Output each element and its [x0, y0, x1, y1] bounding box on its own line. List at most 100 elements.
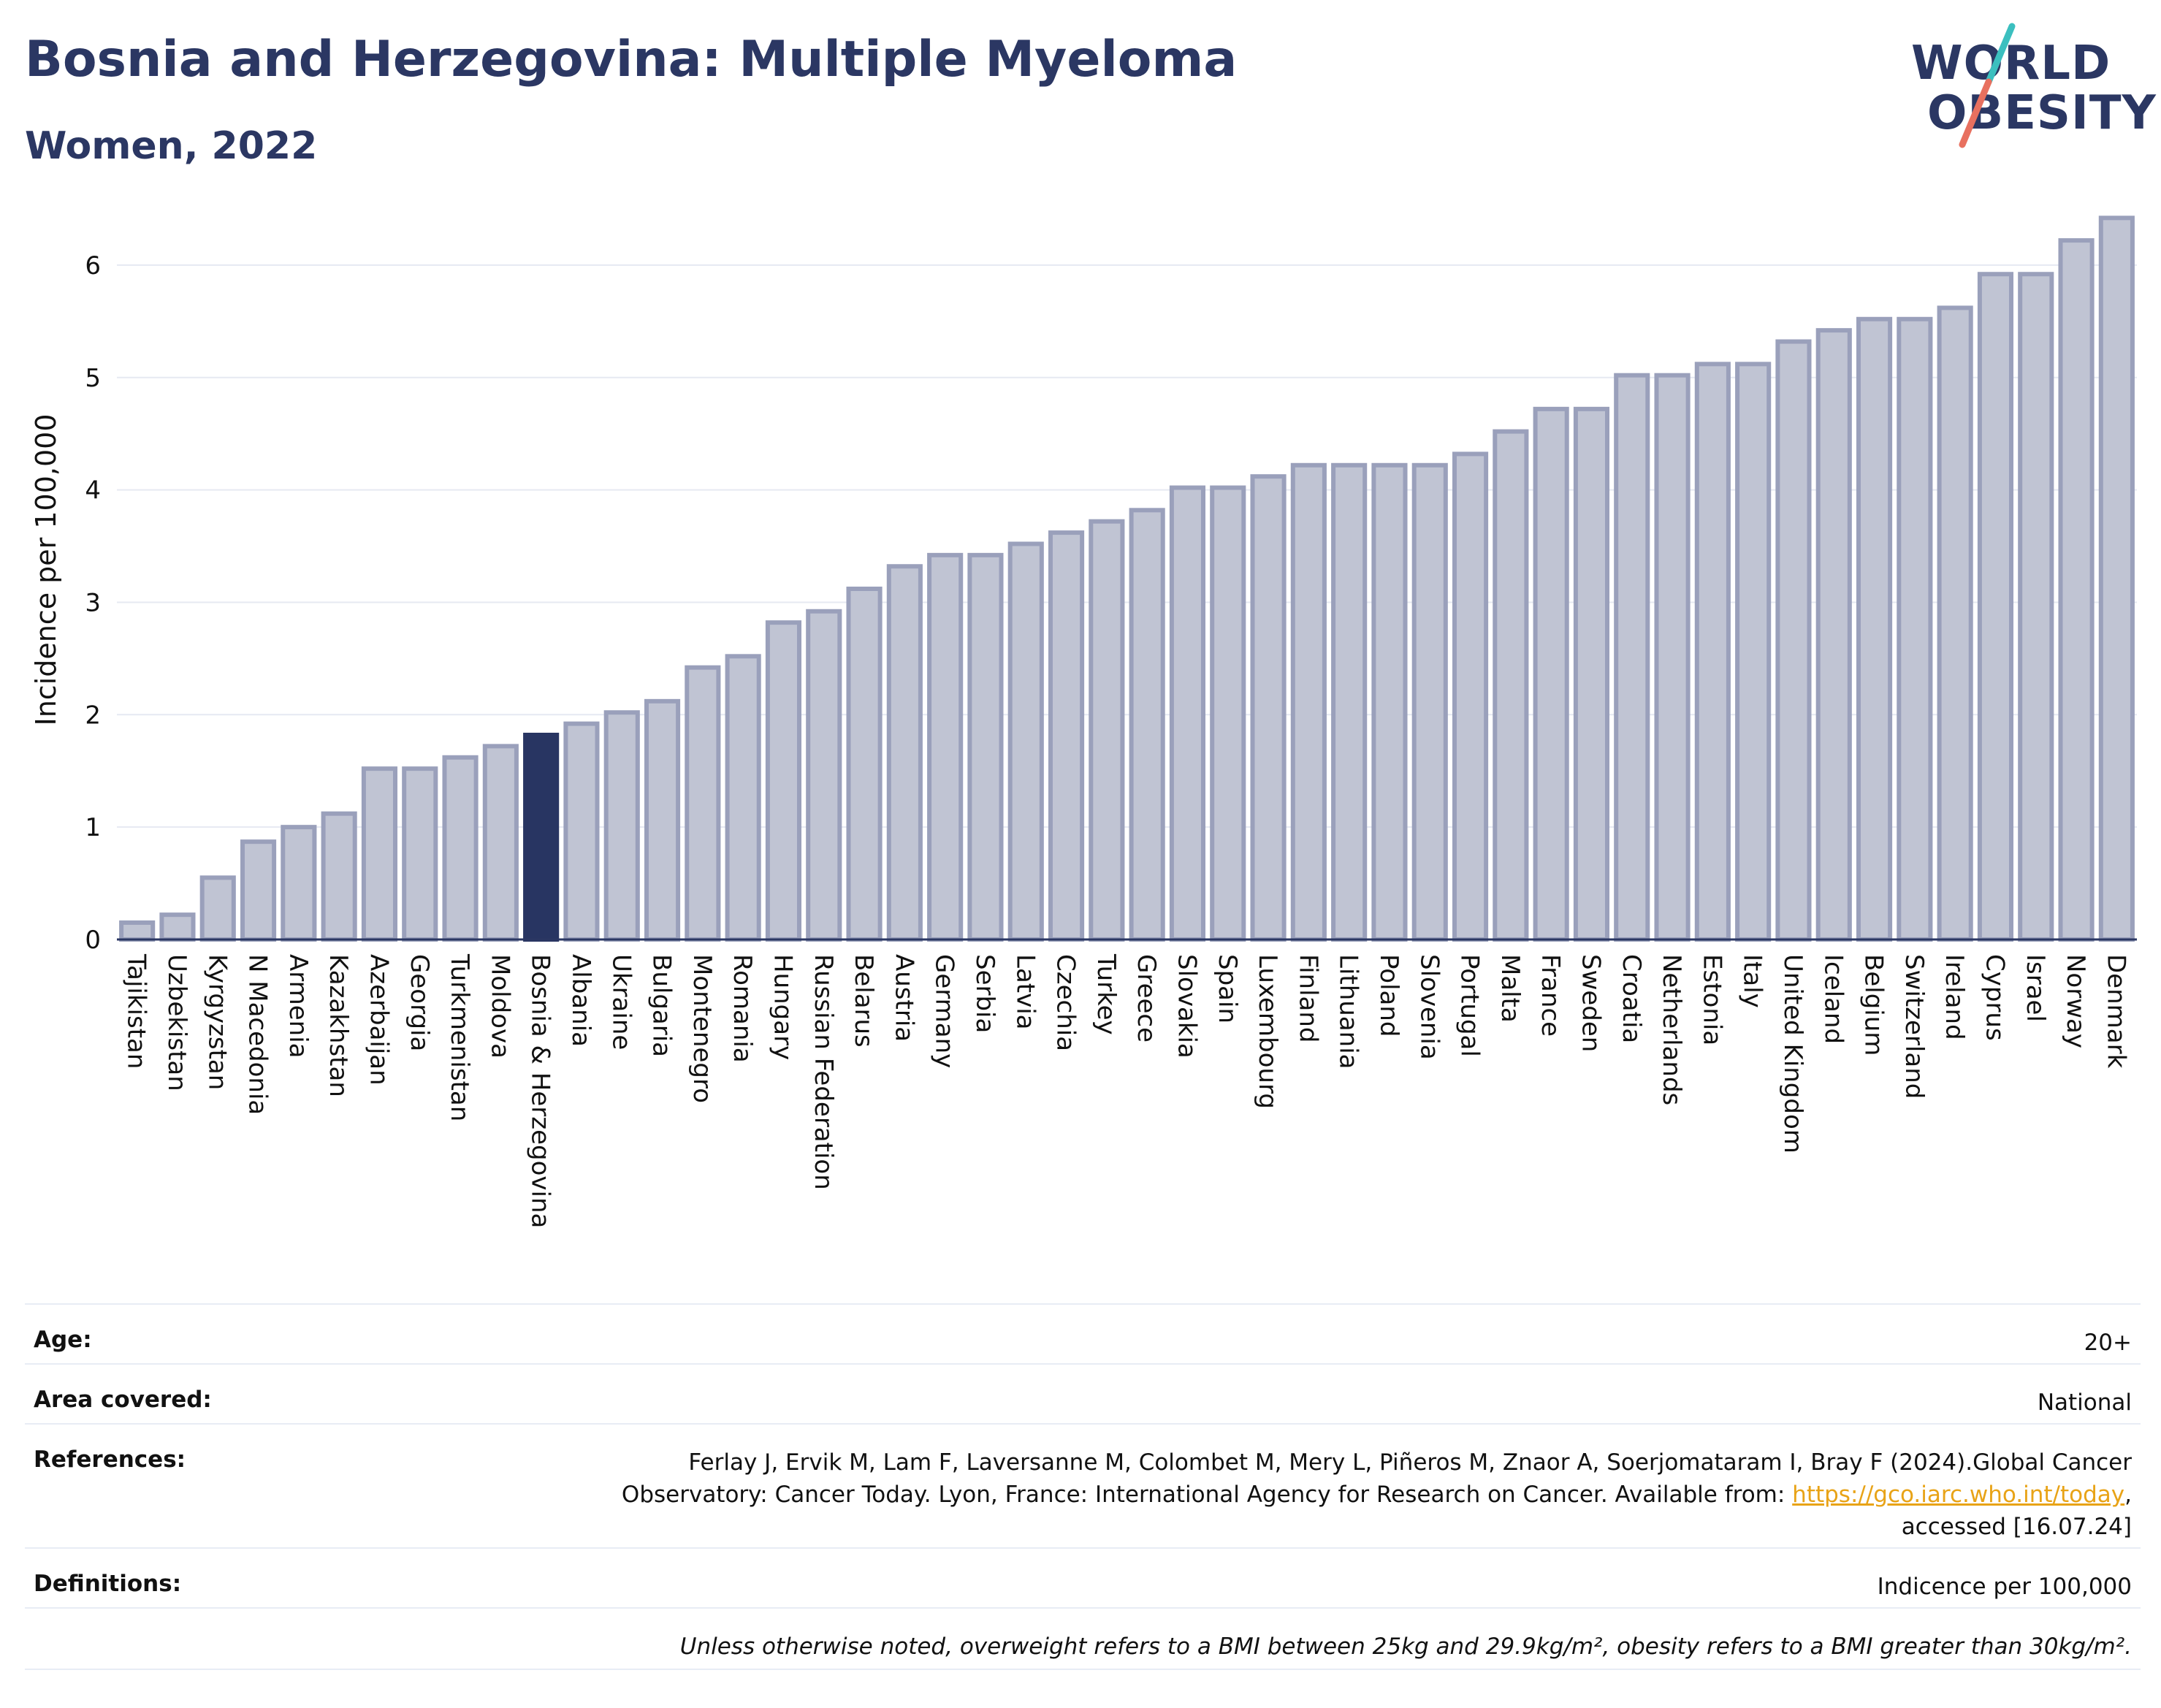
x-tick-label: Armenia — [283, 954, 313, 1059]
bar-spain — [1210, 485, 1246, 942]
bar-estonia — [1694, 362, 1731, 942]
bar-czechia — [1048, 530, 1085, 942]
y-axis-label: Incidence per 100,000 — [30, 413, 62, 725]
bar-latvia — [1007, 541, 1044, 942]
x-tick-label: Iceland — [1818, 954, 1848, 1044]
bar-italy — [1735, 362, 1772, 942]
page-title: Bosnia and Herzegovina: Multiple Myeloma — [25, 31, 1238, 88]
x-tick-label: Austria — [889, 954, 918, 1042]
logo-slash-icon — [1959, 23, 2016, 148]
x-tick-label: Bosnia & Herzegovina — [526, 954, 555, 1228]
y-tick-label: 2 — [85, 701, 101, 730]
reference-link[interactable]: https://gco.iarc.who.int/today — [1792, 1482, 2125, 1508]
bar-albania — [563, 721, 600, 942]
x-tick-label: Uzbekistan — [162, 954, 191, 1091]
x-tick-label: Sweden — [1576, 954, 1605, 1052]
bar-slovenia — [1411, 462, 1448, 942]
bar-tajikistan — [119, 920, 156, 942]
bar-belarus — [846, 587, 883, 942]
bar-lithuania — [1331, 462, 1368, 942]
age-row: Age: 20+ — [25, 1303, 2141, 1365]
x-tick-label: Belarus — [849, 954, 878, 1048]
bar-greece — [1129, 508, 1165, 942]
x-tick-label: Netherlands — [1657, 954, 1686, 1105]
bar-armenia — [281, 825, 317, 942]
reference-line-3: accessed [16.07.24] — [1901, 1514, 2132, 1540]
x-tick-label: Hungary — [768, 954, 797, 1060]
bar-belgium — [1856, 316, 1893, 942]
bar-moldova — [482, 744, 519, 942]
x-tick-label: Ireland — [1940, 954, 1969, 1040]
x-tick-label: Spain — [1213, 954, 1242, 1023]
x-tick-label: Italy — [1738, 954, 1767, 1008]
bar-kazakhstan — [321, 811, 357, 942]
bar-azerbaijan — [361, 766, 398, 942]
y-tick-label: 0 — [85, 926, 101, 955]
reference-line-2: Observatory: Cancer Today. Lyon, France:… — [622, 1479, 2132, 1511]
bar-serbia — [967, 552, 1004, 942]
bar-uzbekistan — [159, 912, 196, 942]
y-tick-label: 6 — [85, 251, 101, 281]
bar-denmark — [2098, 216, 2135, 942]
x-tick-label: Kyrgyzstan — [202, 954, 232, 1090]
x-tick-label: Greece — [1132, 954, 1161, 1042]
bar-france — [1533, 406, 1569, 942]
x-tick-label: Kazakhstan — [324, 954, 353, 1097]
age-value: 20+ — [2084, 1330, 2132, 1356]
definitions-row: Definitions: Indicence per 100,000 — [25, 1547, 2141, 1609]
x-tick-label: N Macedonia — [243, 954, 272, 1115]
references-label: References: — [34, 1446, 186, 1473]
x-tick-label: France — [1536, 954, 1565, 1037]
x-tick-label: Tajikistan — [122, 953, 151, 1069]
x-tick-label: Moldova — [485, 954, 514, 1059]
x-tick-label: Israel — [2021, 954, 2050, 1022]
bar-montenegro — [685, 665, 721, 942]
x-tick-label: Romania — [728, 954, 757, 1063]
y-tick-label: 3 — [85, 588, 101, 617]
bar-portugal — [1452, 451, 1489, 942]
bar-russian-federation — [806, 609, 842, 942]
x-tick-label: Germany — [930, 954, 959, 1068]
bar-ukraine — [603, 710, 640, 942]
bar-chart: 0 1 2 3 4 5 6 Tajikistan Uzbekistan Kyrgyzstan N … — [30, 216, 2137, 1228]
note-row: Unless otherwise noted, overweight refer… — [25, 1607, 2141, 1670]
bar-finland — [1290, 462, 1327, 942]
reference-line-1: Ferlay J, Ervik M, Lam F, Laversanne M, … — [688, 1449, 2132, 1476]
reference-line-2-end: , — [2124, 1482, 2132, 1508]
x-tick-label: Croatia — [1617, 954, 1646, 1043]
bar-united-kingdom — [1775, 339, 1812, 942]
x-tick-label: Switzerland — [1899, 954, 1929, 1099]
bar-croatia — [1614, 373, 1650, 942]
area-row: Area covered: National — [25, 1363, 2141, 1425]
y-tick-label: 5 — [85, 364, 101, 393]
bar-romania — [725, 654, 761, 942]
definitions-value: Indicence per 100,000 — [1877, 1574, 2132, 1600]
bar-luxembourg — [1250, 474, 1287, 942]
bar-poland — [1371, 462, 1408, 942]
x-tick-label: Bulgaria — [647, 954, 676, 1057]
x-tick-label: Norway — [2061, 954, 2090, 1048]
bar-norway — [2058, 238, 2095, 942]
x-tick-label: Luxembourg — [1253, 954, 1282, 1109]
bar-bosnia-herzegovina — [523, 733, 560, 942]
reference-line-2-text: Observatory: Cancer Today. Lyon, France:… — [621, 1482, 1793, 1508]
x-tick-label: Finland — [1293, 954, 1322, 1043]
bar-hungary — [765, 620, 802, 942]
bar-kyrgyzstan — [199, 875, 236, 942]
x-tick-label: Turkey — [1091, 953, 1121, 1035]
x-tick-label: Latvia — [1010, 954, 1040, 1030]
x-tick-label: Serbia — [970, 954, 999, 1033]
page-subtitle: Women, 2022 — [25, 124, 318, 168]
age-label: Age: — [34, 1327, 92, 1353]
x-tick-label: Belgium — [1859, 954, 1889, 1056]
x-tick-label: Czechia — [1051, 954, 1080, 1051]
x-tick-label: Estonia — [1697, 954, 1726, 1045]
logo-line-1: WORLD — [1911, 37, 2111, 91]
bar-netherlands — [1654, 373, 1691, 942]
obesity-note: Unless otherwise noted, overweight refer… — [679, 1633, 2132, 1660]
bar-turkey — [1089, 519, 1125, 942]
x-tick-label: Portugal — [1455, 954, 1485, 1057]
y-tick-label: 4 — [85, 476, 101, 506]
x-tick-label: Malta — [1495, 954, 1525, 1023]
x-tick-label: Denmark — [2101, 954, 2130, 1069]
